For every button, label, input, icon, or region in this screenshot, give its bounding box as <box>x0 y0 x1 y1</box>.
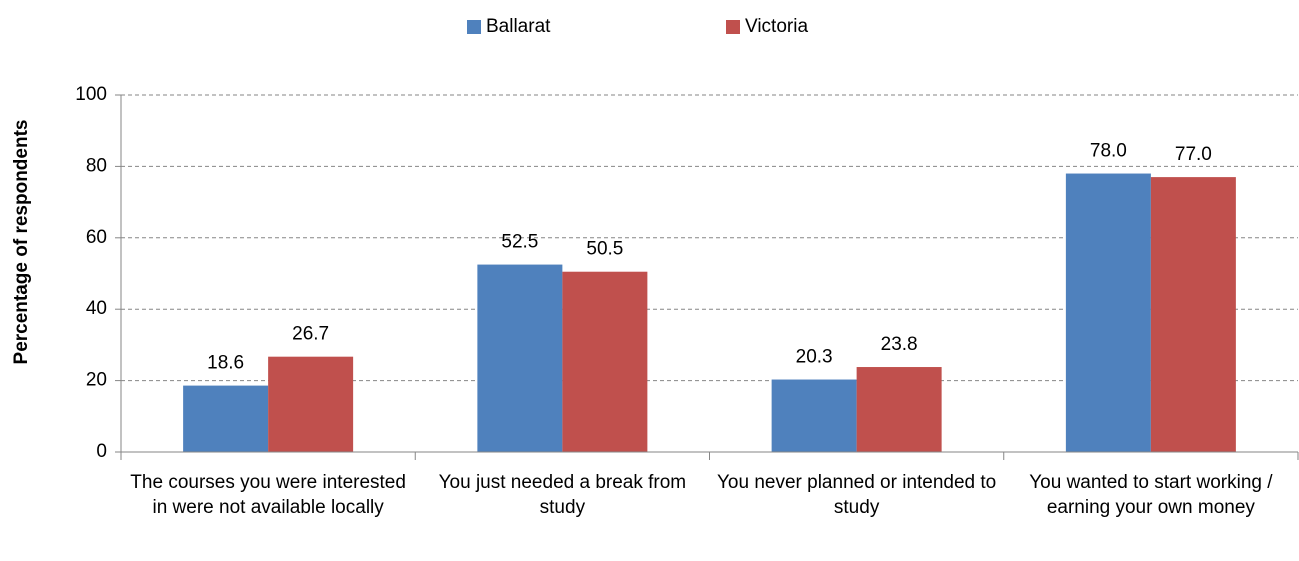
y-tick-label: 0 <box>96 441 107 462</box>
bar <box>477 264 563 452</box>
y-tick-label: 40 <box>86 298 107 319</box>
bar <box>771 379 857 452</box>
data-label: 20.3 <box>796 347 833 368</box>
legend-label: Victoria <box>745 16 808 37</box>
y-axis-label: Percentage of respondents <box>11 120 32 365</box>
x-tick-label: The courses you were interested in were … <box>130 472 406 518</box>
x-tick-label: You never planned or intended to study <box>717 472 997 518</box>
y-tick-label: 100 <box>75 84 107 105</box>
bar <box>1150 177 1236 453</box>
bar <box>183 385 269 452</box>
x-tick-label: You wanted to start working / earning yo… <box>1029 472 1273 518</box>
legend-swatch <box>467 20 481 34</box>
data-label: 78.0 <box>1090 141 1127 162</box>
data-label: 26.7 <box>292 324 329 345</box>
bar <box>856 367 942 452</box>
data-label: 50.5 <box>586 239 623 260</box>
x-tick-label: You just needed a break from study <box>438 472 687 518</box>
data-label: 77.0 <box>1175 144 1212 165</box>
y-tick-label: 80 <box>86 155 107 176</box>
y-tick-label: 20 <box>86 370 107 391</box>
bar <box>1065 173 1151 453</box>
bar <box>562 271 648 452</box>
legend-label: Ballarat <box>486 16 551 37</box>
bar <box>268 356 354 452</box>
y-tick-label: 60 <box>86 227 107 248</box>
data-label: 52.5 <box>501 232 538 253</box>
legend-swatch <box>726 20 740 34</box>
data-label: 23.8 <box>881 334 918 355</box>
data-label: 18.6 <box>207 353 244 374</box>
